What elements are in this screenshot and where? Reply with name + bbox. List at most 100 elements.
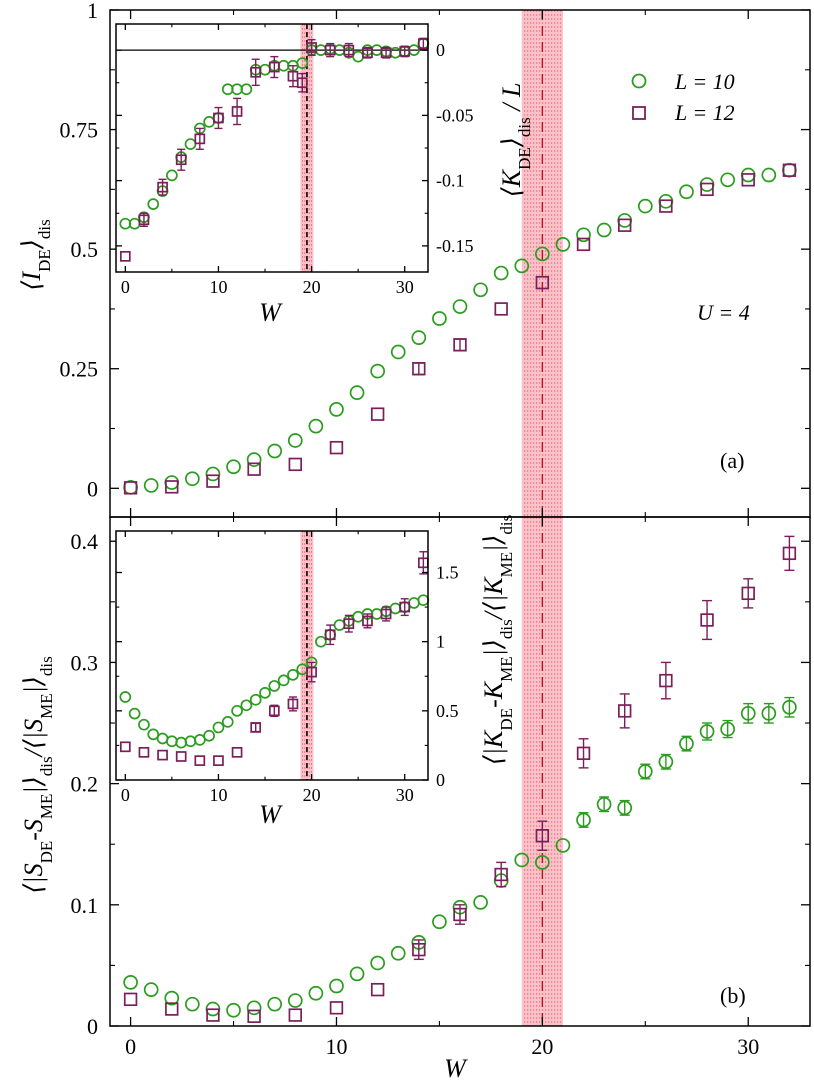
- legend-marker-l12: [632, 106, 646, 120]
- data-point-circle: [143, 982, 159, 997]
- legend-label-l12: L = 12: [674, 100, 735, 125]
- y-tick-label: 0.75: [60, 118, 99, 143]
- data-point-circle: [637, 198, 653, 214]
- data-point-circle: [782, 162, 797, 178]
- x-tick-label: 30: [396, 785, 414, 805]
- data-point-circle: [226, 459, 241, 475]
- data-point-square: [306, 42, 317, 53]
- data-point-square: [213, 755, 224, 766]
- data-point-circle: [166, 169, 178, 182]
- data-point-square: [370, 407, 385, 421]
- y-tick-label: -0.05: [436, 105, 474, 125]
- data-point-circle: [699, 724, 715, 739]
- x-tick-label: 0: [121, 277, 130, 297]
- data-point-square: [494, 867, 508, 882]
- data-point-circle: [240, 83, 253, 96]
- data-point-circle: [349, 385, 365, 400]
- y-tick-label: 1.5: [436, 563, 459, 583]
- y-tick-label: 0.4: [71, 529, 99, 554]
- u-annotation: U = 4: [697, 300, 750, 325]
- y-tick-label: 0: [436, 770, 445, 790]
- data-point-circle: [308, 985, 324, 1001]
- data-point-circle: [277, 674, 290, 687]
- y-tick-label: 0: [87, 476, 98, 501]
- data-point-square: [618, 704, 632, 718]
- data-point-circle: [637, 764, 653, 779]
- data-point-square: [288, 457, 302, 472]
- data-point-circle: [147, 728, 160, 741]
- data-point-square: [380, 47, 392, 59]
- x-tick-label: 20: [531, 1034, 553, 1059]
- data-point-circle: [240, 699, 253, 712]
- y-tick-label: 0: [87, 1014, 98, 1039]
- x-tick-label: 20: [303, 785, 321, 805]
- data-point-square: [165, 480, 179, 494]
- data-point-square: [399, 601, 411, 613]
- data-point-circle: [761, 167, 777, 183]
- data-point-circle: [212, 721, 225, 734]
- series-l12-a-main: [123, 163, 797, 495]
- data-point-square: [362, 615, 373, 627]
- axes-frame-b-inset: [115, 530, 429, 781]
- data-point-circle: [617, 213, 633, 228]
- legend-marker-l10: [631, 73, 647, 89]
- data-point-circle: [268, 680, 281, 692]
- data-point-circle: [246, 452, 262, 467]
- data-point-square: [247, 462, 261, 476]
- y-tick-label: 1: [436, 632, 445, 652]
- data-point-square: [782, 546, 797, 561]
- data-point-circle: [576, 227, 591, 243]
- data-point-square: [453, 338, 467, 352]
- data-point-circle: [231, 704, 243, 717]
- x-tick-label: 30: [737, 1034, 759, 1059]
- data-point-square: [453, 907, 467, 922]
- y-tick-label: 0.1: [71, 893, 99, 918]
- data-point-square: [247, 1009, 261, 1024]
- data-point-circle: [658, 754, 674, 770]
- data-point-circle: [596, 222, 612, 238]
- data-point-circle: [203, 729, 215, 742]
- data-point-square: [138, 746, 150, 758]
- data-point-circle: [370, 955, 385, 971]
- panel-a-label: (a): [720, 448, 744, 473]
- critical-region-bands: [521, 10, 563, 1026]
- data-point-circle: [185, 471, 200, 487]
- y-tick-label: -0.1: [436, 171, 465, 191]
- data-point-square: [659, 199, 673, 213]
- data-point-square: [741, 586, 755, 601]
- data-point-circle: [249, 693, 262, 706]
- y-tick-label: 0.5: [71, 237, 99, 262]
- series-l12-b-inset: [119, 551, 429, 766]
- data-point-circle: [493, 265, 509, 281]
- legend-label-l10: L = 10: [674, 69, 735, 94]
- data-point-square: [618, 218, 632, 232]
- series-l10-a-main: [123, 162, 797, 495]
- data-point-circle: [267, 996, 283, 1012]
- data-point-square: [343, 618, 355, 630]
- x-tick-label: 10: [209, 277, 227, 297]
- chart-a-main: 0 0.25 0.5 0.75 1: [60, 0, 811, 518]
- data-point-circle: [329, 402, 344, 417]
- data-point-circle: [535, 855, 550, 870]
- series-l12-a-inset: [119, 37, 429, 262]
- data-point-circle: [287, 433, 303, 448]
- data-point-circle: [432, 914, 447, 930]
- data-point-circle: [679, 184, 694, 200]
- data-point-circle: [123, 975, 138, 990]
- data-point-circle: [390, 344, 406, 360]
- data-point-circle: [782, 699, 797, 715]
- data-point-circle: [370, 363, 385, 379]
- data-point-circle: [473, 895, 488, 910]
- data-point-circle: [221, 716, 234, 728]
- data-point-square: [123, 481, 138, 495]
- data-point-circle: [596, 796, 612, 812]
- data-point-circle: [720, 172, 735, 188]
- data-point-square: [412, 362, 426, 376]
- data-point-circle: [535, 246, 550, 262]
- data-point-square: [741, 173, 755, 187]
- data-point-circle: [679, 736, 694, 751]
- data-point-circle: [761, 705, 777, 721]
- data-point-square: [138, 214, 150, 226]
- data-point-circle: [349, 966, 365, 982]
- series-l12-b-main: [123, 535, 797, 1024]
